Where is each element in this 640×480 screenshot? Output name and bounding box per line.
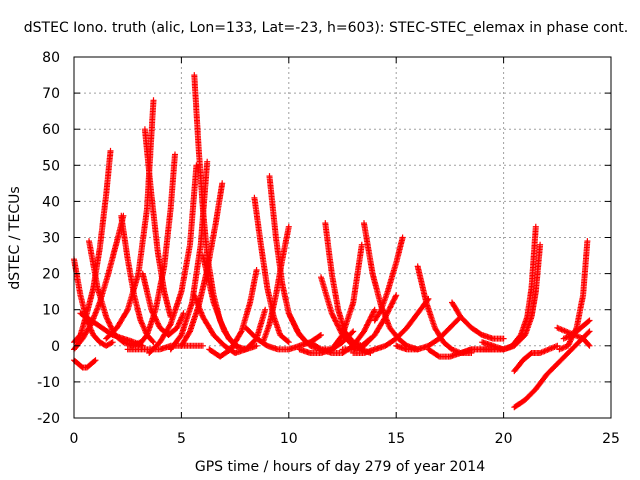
series-markers <box>71 357 99 371</box>
series-pass-13 <box>146 162 200 356</box>
series-markers <box>146 162 200 356</box>
series-pass-30 <box>339 292 400 353</box>
series-pass-40 <box>511 328 593 411</box>
y-tick-label: 50 <box>42 158 60 174</box>
grid <box>74 57 611 418</box>
series-markers <box>479 241 544 353</box>
y-axis-label: dSTEC / TECUs <box>7 186 23 289</box>
x-tick-labels: 0 5 10 15 20 25 <box>70 431 620 447</box>
series-markers <box>206 267 260 360</box>
chart-title: dSTEC Iono. truth (alic, Lon=133, Lat=-2… <box>24 20 628 36</box>
y-tick-label: 40 <box>42 194 60 210</box>
series-pass-02 <box>71 357 99 371</box>
series-pass-23 <box>242 324 324 353</box>
series-markers <box>86 238 144 349</box>
series-pass-18 <box>199 252 269 353</box>
y-tick-label: 80 <box>42 50 60 66</box>
y-tick-labels: -20 -10 0 10 20 30 40 50 60 70 80 <box>37 50 60 427</box>
y-tick-label: 10 <box>42 303 60 319</box>
y-tick-label: 60 <box>42 122 60 138</box>
y-tick-label: -10 <box>37 375 60 391</box>
series-markers <box>560 317 593 342</box>
axis-ticks <box>73 56 612 419</box>
series-pass-19 <box>206 267 260 360</box>
series-pass-15 <box>167 158 211 353</box>
x-tick-label: 5 <box>177 431 186 447</box>
series-pass-39 <box>511 342 561 375</box>
series-pass-32 <box>350 295 432 356</box>
series-markers <box>511 342 561 375</box>
series-pass-16 <box>178 180 226 349</box>
x-axis-label: GPS time / hours of day 279 of year 2014 <box>195 459 485 475</box>
data-marks <box>71 72 593 411</box>
series-pass-06 <box>86 238 144 349</box>
series-pass-11 <box>135 151 178 349</box>
series-markers <box>449 299 507 342</box>
y-tick-label: -20 <box>37 411 60 427</box>
series-pass-43 <box>560 317 593 342</box>
y-tick-label: 0 <box>51 339 60 355</box>
series-markers <box>242 324 324 353</box>
series-pass-31 <box>371 234 406 324</box>
series-markers <box>167 158 211 353</box>
series-markers <box>361 220 421 353</box>
y-tick-label: 70 <box>42 86 60 102</box>
y-tick-label: 30 <box>42 231 60 247</box>
series-markers <box>339 292 400 353</box>
series-markers <box>511 328 593 411</box>
series-markers <box>135 151 178 349</box>
y-tick-label: 20 <box>42 267 60 283</box>
series-pass-35 <box>449 299 507 342</box>
series-markers <box>178 180 226 349</box>
x-tick-label: 20 <box>495 431 513 447</box>
x-tick-label: 25 <box>602 431 620 447</box>
x-tick-label: 15 <box>387 431 405 447</box>
series-pass-38 <box>479 241 544 353</box>
series-markers <box>371 234 406 324</box>
series-markers <box>199 252 269 353</box>
x-tick-label: 10 <box>280 431 298 447</box>
series-markers <box>350 295 432 356</box>
x-tick-label: 0 <box>70 431 79 447</box>
series-pass-29 <box>361 220 421 353</box>
